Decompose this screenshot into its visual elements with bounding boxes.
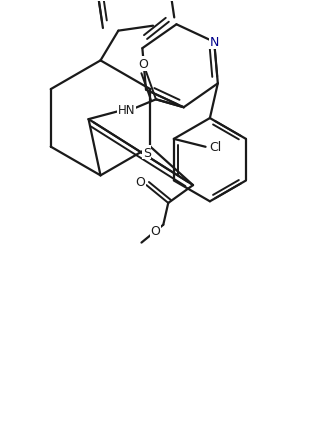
Text: Cl: Cl bbox=[209, 141, 222, 154]
Text: O: O bbox=[151, 225, 160, 238]
Text: O: O bbox=[138, 58, 148, 71]
Text: HN: HN bbox=[118, 103, 135, 116]
Text: S: S bbox=[143, 146, 151, 159]
Text: O: O bbox=[136, 175, 146, 188]
Text: N: N bbox=[210, 36, 219, 49]
